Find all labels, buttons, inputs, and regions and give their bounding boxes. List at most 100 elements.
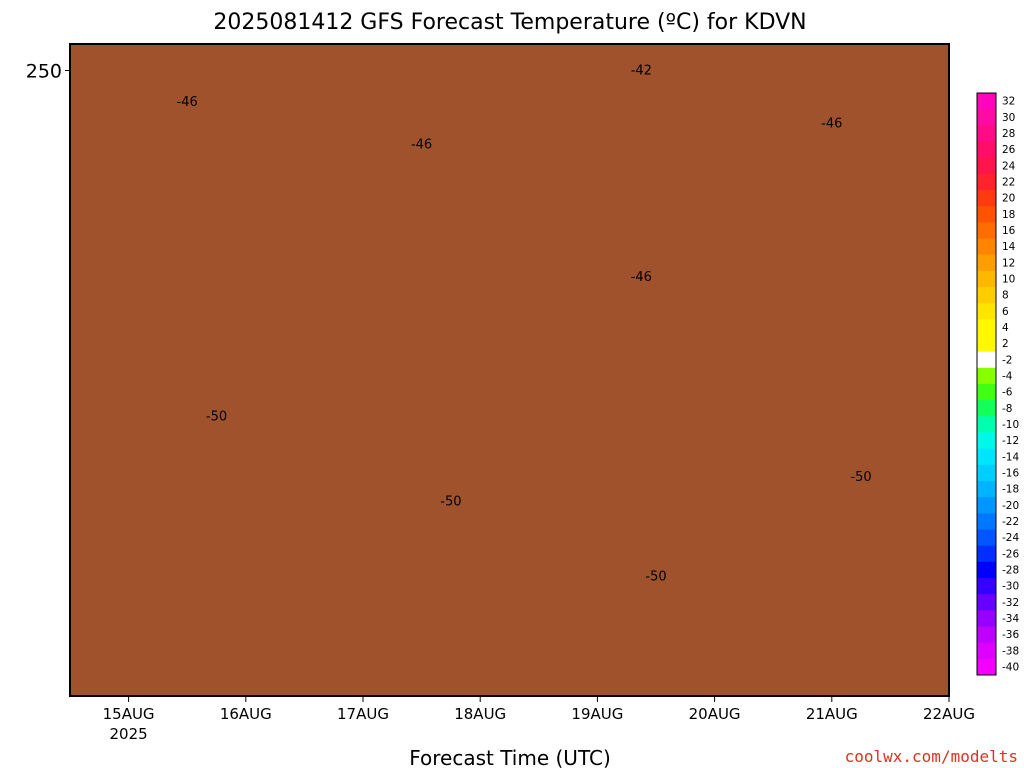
ground-surface — [70, 44, 949, 696]
colorbar-label: -18 — [1002, 484, 1019, 496]
contour-label: -50 — [645, 570, 666, 585]
colorbar-label: 22 — [1002, 176, 1015, 188]
colorbar-label: -36 — [1002, 629, 1019, 641]
colorbar-label: -6 — [1002, 387, 1013, 399]
colorbar-swatch — [977, 254, 996, 272]
y-tick-label: 250 — [26, 61, 62, 83]
colorbar-swatch — [977, 578, 996, 595]
colorbar-swatch — [977, 141, 996, 159]
colorbar-swatch — [977, 561, 996, 579]
contour-label: -46 — [631, 270, 652, 285]
colorbar-swatch — [977, 190, 996, 207]
plot-area: -50-50-50-50-46-46-46-46-42-42-42-42-38-… — [70, 44, 949, 696]
colorbar-label: -30 — [1002, 581, 1019, 593]
x-axis-title: Forecast Time (UTC) — [409, 746, 611, 768]
contour-labels: -50-50-50-50-46-46-46-46-42-42-42-42-38-… — [177, 64, 872, 585]
colorbar-label: -4 — [1002, 370, 1013, 382]
plot-frame — [69, 43, 950, 697]
colorbar-label: -2 — [1002, 354, 1012, 366]
colorbar-label: -40 — [1002, 661, 1019, 673]
colorbar-swatch — [977, 109, 996, 126]
colorbar-label: 12 — [1002, 257, 1015, 269]
colorbar-swatch — [977, 594, 996, 611]
colorbar-swatch — [977, 125, 996, 142]
colorbar-swatch — [977, 206, 996, 223]
colorbar-swatch — [977, 384, 996, 401]
colorbar-label: -10 — [1002, 419, 1019, 431]
colorbar-label: -16 — [1002, 467, 1019, 479]
colorbar-swatch — [977, 222, 996, 239]
contour-label: -46 — [177, 95, 198, 110]
contour-label: -50 — [850, 470, 871, 485]
credit-text: coolwx.com/modelts — [845, 747, 1018, 766]
colorbar-label: 32 — [1002, 96, 1015, 108]
colorbar-label: -28 — [1002, 564, 1019, 576]
colorbar-swatch — [977, 270, 996, 288]
contour-label: -46 — [411, 138, 432, 153]
colorbar-label: 30 — [1002, 112, 1015, 124]
colorbar: 32 30 28 26 24 22 20 18 16 14 12 10 8 6 4 2 -2 -4 -6 -8 -10 -… — [976, 92, 1019, 676]
colorbar-label: -14 — [1002, 451, 1019, 463]
colorbar-swatch — [977, 497, 996, 514]
colorbar-label: 2 — [1002, 338, 1009, 350]
x-tick-label: 20AUG — [689, 705, 741, 723]
colorbar-swatch — [977, 173, 996, 191]
colorbar-swatch — [977, 367, 996, 385]
colorbar-label: -24 — [1002, 532, 1019, 544]
colorbar-label: -20 — [1002, 500, 1019, 512]
colorbar-swatch — [977, 642, 996, 660]
colorbar-swatch — [977, 335, 996, 353]
colorbar-label: 6 — [1002, 306, 1009, 318]
contour-label: -50 — [440, 494, 461, 509]
colorbar-label: 8 — [1002, 290, 1009, 302]
colorbar-label: -22 — [1002, 516, 1019, 528]
colorbar-label: 24 — [1002, 160, 1016, 172]
colorbar-swatch — [977, 513, 996, 530]
colorbar-swatch — [977, 481, 996, 498]
x-tick-label: 16AUG — [220, 705, 272, 723]
contour-label: -46 — [821, 116, 842, 131]
x-tick-year-label: 2025 — [110, 725, 148, 743]
colorbar-label: -26 — [1002, 548, 1019, 560]
colorbar-swatch — [977, 610, 996, 627]
colorbar-label: -8 — [1002, 403, 1012, 415]
colorbar-swatch — [977, 238, 996, 256]
x-tick-label: 22AUG — [923, 705, 975, 723]
colorbar-swatch — [977, 157, 996, 175]
colorbar-label: 10 — [1002, 273, 1015, 285]
colorbar-label: 16 — [1002, 225, 1016, 237]
colorbar-label: 18 — [1002, 209, 1015, 221]
colorbar-label: 28 — [1002, 128, 1015, 140]
colorbar-label: 14 — [1002, 241, 1016, 253]
colorbar-label: -12 — [1002, 435, 1019, 447]
x-tick-label: 19AUG — [571, 705, 623, 723]
colorbar-label: 26 — [1002, 144, 1016, 156]
colorbar-swatch — [977, 448, 996, 466]
contour-label: -42 — [631, 64, 652, 79]
colorbar-swatch — [977, 303, 996, 320]
colorbar-swatch — [977, 626, 996, 644]
x-axis: 15AUG 16AUG 17AUG 18AUG 19AUG 20AUG 21AUG 22AUG… — [103, 696, 975, 743]
colorbar-swatch — [977, 319, 996, 336]
x-tick-label: 18AUG — [454, 705, 506, 723]
colorbar-label: -34 — [1002, 613, 1019, 625]
colorbar-swatch — [977, 545, 996, 563]
colorbar-label: 20 — [1002, 193, 1015, 205]
contour-label: -50 — [206, 410, 227, 425]
colorbar-swatch — [977, 93, 996, 110]
colorbar-swatch — [977, 351, 996, 369]
colorbar-swatch — [977, 400, 996, 417]
colorbar-swatch — [977, 287, 996, 304]
chart-title: 2025081412 GFS Forecast Temperature (ºC)… — [213, 10, 806, 35]
colorbar-label: 4 — [1002, 322, 1009, 334]
colorbar-swatch — [977, 416, 996, 433]
colorbar-label: -32 — [1002, 597, 1019, 609]
colorbar-swatch — [977, 658, 996, 676]
x-tick-label: 21AUG — [806, 705, 858, 723]
x-tick-label: 17AUG — [337, 705, 389, 723]
colorbar-swatch — [977, 529, 996, 547]
x-tick-label: 15AUG — [103, 705, 155, 723]
colorbar-frame — [976, 92, 997, 676]
colorbar-label: -38 — [1002, 645, 1019, 657]
